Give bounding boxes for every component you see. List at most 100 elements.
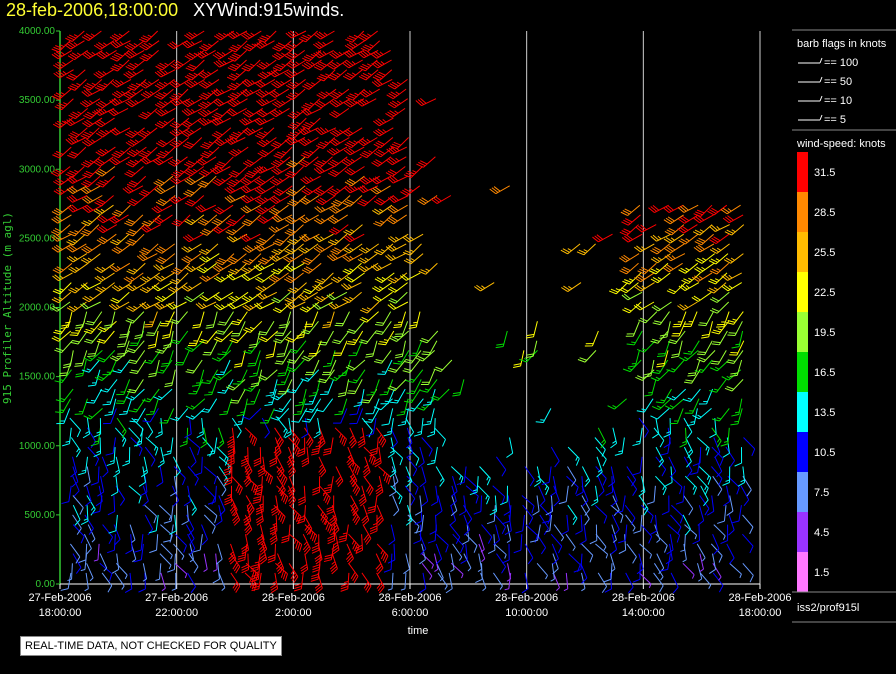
- barb-shaft: [389, 330, 410, 342]
- barb-shaft: [334, 311, 350, 327]
- wind-barb: [597, 476, 605, 497]
- wind-barb: [160, 350, 174, 367]
- wind-barb: [386, 214, 407, 225]
- wind-barb: [663, 418, 671, 438]
- barb-shaft: [327, 185, 348, 197]
- wind-barb: [329, 49, 350, 59]
- barb-shaft: [403, 350, 422, 364]
- wind-barb: [387, 175, 409, 184]
- barb-shaft: [129, 524, 136, 543]
- wind-barb: [250, 553, 261, 572]
- barb-shaft: [567, 466, 577, 487]
- barb-shaft: [723, 253, 744, 264]
- barb-shaft: [405, 398, 424, 412]
- wind-barb: [254, 185, 276, 195]
- wind-barb: [709, 262, 730, 275]
- wind-barb: [86, 495, 96, 516]
- barb-shaft: [436, 533, 449, 553]
- wind-barb: [297, 485, 306, 506]
- barb-shaft: [373, 117, 394, 127]
- wind-barb: [358, 330, 377, 345]
- barb-shaft: [284, 224, 304, 236]
- barb-shaft: [261, 417, 270, 439]
- wind-barb: [664, 253, 686, 262]
- wind-barb: [253, 117, 275, 126]
- wind-barb: [301, 447, 310, 468]
- wind-barb: [463, 514, 471, 536]
- barb-shaft: [212, 369, 233, 381]
- barb-shaft: [284, 49, 305, 61]
- barb-shaft: [68, 127, 88, 139]
- wind-barb: [272, 59, 292, 72]
- wind-barb: [683, 340, 700, 355]
- wind-barb: [449, 505, 457, 526]
- wind-barb: [271, 49, 293, 61]
- barb-shaft: [419, 330, 439, 344]
- x-tick-date: 27-Feb-2006: [29, 592, 92, 604]
- wind-barb: [213, 301, 235, 311]
- barb-shaft: [93, 107, 115, 116]
- barb-shaft: [274, 427, 284, 448]
- wind-barb: [83, 108, 103, 120]
- barb-shaft: [241, 59, 261, 72]
- wind-barb: [267, 543, 276, 564]
- barb-shaft: [171, 572, 177, 591]
- wind-barb: [84, 514, 94, 535]
- barb-shaft: [80, 127, 100, 140]
- wind-barb: [127, 195, 147, 207]
- barb-shaft: [167, 40, 188, 50]
- barb-shaft: [116, 340, 130, 358]
- barb-shaft: [667, 330, 686, 345]
- wind-barb: [125, 127, 145, 139]
- barb-shaft: [387, 543, 396, 564]
- wind-barb: [694, 262, 715, 273]
- barb-shaft: [82, 291, 103, 303]
- wind-barb: [387, 233, 409, 243]
- wind-barb: [145, 437, 159, 456]
- barb-shaft: [109, 262, 131, 273]
- barb-shaft: [666, 282, 686, 295]
- wind-barb: [226, 379, 246, 391]
- barb-shaft: [694, 233, 714, 246]
- barb-shaft: [298, 30, 318, 43]
- barb-shaft: [82, 49, 103, 60]
- wind-barb: [634, 243, 655, 253]
- wind-barb: [663, 427, 671, 448]
- wind-barb: [164, 369, 176, 388]
- wind-barb: [228, 146, 249, 157]
- wind-barb: [111, 146, 131, 159]
- barb-shaft: [124, 40, 145, 51]
- barb-shaft: [69, 417, 81, 438]
- wind-barb: [242, 301, 263, 311]
- barb-shaft: [123, 49, 145, 59]
- barb-shaft: [199, 40, 219, 52]
- barb-shaft: [463, 553, 472, 572]
- wind-barb: [314, 30, 335, 40]
- wind-barb: [725, 446, 735, 468]
- wind-barb: [183, 137, 203, 149]
- wind-barb: [326, 495, 335, 515]
- wind-barb: [99, 379, 118, 393]
- wind-barb: [269, 514, 278, 535]
- barb-shaft: [726, 495, 734, 516]
- wind-barb: [286, 127, 306, 140]
- barb-shaft: [317, 369, 335, 384]
- barb-shaft: [139, 50, 159, 62]
- barb-shaft: [229, 330, 248, 344]
- wind-barb: [420, 379, 438, 393]
- barb-shaft: [111, 553, 120, 574]
- wind-barb: [125, 233, 145, 246]
- barb-shaft: [699, 553, 704, 572]
- barb-shaft: [227, 88, 248, 100]
- barb-shaft: [199, 272, 220, 282]
- wind-barb: [542, 505, 553, 524]
- x-tick-date: 28-Feb-2006: [495, 592, 558, 604]
- barb-shaft: [665, 466, 673, 487]
- barb-shaft: [138, 108, 158, 120]
- barb-shaft: [421, 485, 429, 507]
- barb-shaft: [407, 446, 420, 466]
- wind-barb: [90, 427, 101, 447]
- barb-shaft: [55, 388, 74, 403]
- wind-barb: [215, 543, 223, 565]
- wind-barb: [152, 214, 173, 225]
